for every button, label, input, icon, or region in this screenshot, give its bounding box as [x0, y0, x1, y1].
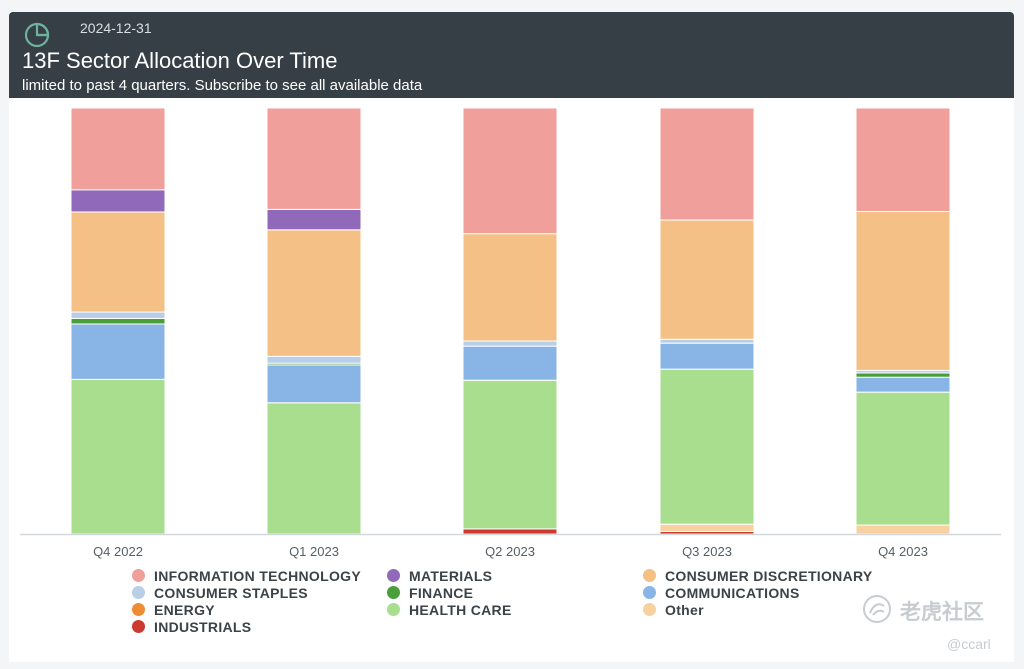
- bar-segment-consumer-discretionary-q4-2023[interactable]: [855, 211, 951, 371]
- bar-segment-information-technology-q1-2023[interactable]: [266, 107, 362, 210]
- watermark-user: @ccarl: [947, 636, 991, 652]
- bar-segment-health-care-q4-2022[interactable]: [70, 378, 166, 535]
- chart-legend: INFORMATION TECHNOLOGY MATERIALS CONSUMER …: [132, 567, 892, 651]
- x-tick-label: Q4 2022: [93, 544, 143, 559]
- tiger-logo-icon: [863, 595, 891, 623]
- bar-segment-health-care-q2-2023[interactable]: [462, 379, 558, 530]
- legend-swatch: [132, 603, 145, 616]
- legend-swatch: [132, 620, 145, 633]
- x-tick-label: Q3 2023: [682, 544, 732, 559]
- bar-segment-consumer-staples-q2-2023[interactable]: [462, 340, 558, 347]
- legend-swatch: [387, 603, 400, 616]
- legend-item-health-care[interactable]: HEALTH CARE: [387, 601, 512, 618]
- bar-segment-consumer-discretionary-q1-2023[interactable]: [266, 229, 362, 357]
- bar-segment-communications-q4-2022[interactable]: [70, 323, 166, 380]
- legend-item-communications[interactable]: COMMUNICATIONS: [643, 584, 800, 601]
- bar-segment-consumer-discretionary-q3-2023[interactable]: [659, 219, 755, 340]
- legend-item-information-technology[interactable]: INFORMATION TECHNOLOGY: [132, 567, 361, 584]
- legend-label: CONSUMER DISCRETIONARY: [665, 567, 873, 584]
- bar-segment-industrials-q2-2023[interactable]: [462, 528, 558, 535]
- bar-segment-materials-q4-2022[interactable]: [70, 189, 166, 213]
- legend-label: MATERIALS: [409, 567, 493, 584]
- pie-chart-icon: [24, 22, 50, 48]
- watermark: 老虎社区 @ccarl: [848, 592, 1008, 658]
- legend-swatch: [387, 586, 400, 599]
- x-tick-label: Q1 2023: [289, 544, 339, 559]
- x-tick-label: Q4 2023: [878, 544, 928, 559]
- bar-segment-information-technology-q4-2022[interactable]: [70, 107, 166, 191]
- legend-label: ENERGY: [154, 601, 215, 618]
- legend-swatch: [643, 586, 656, 599]
- legend-label: COMMUNICATIONS: [665, 584, 800, 601]
- bar-segment-information-technology-q4-2023[interactable]: [855, 107, 951, 213]
- legend-item-finance[interactable]: FINANCE: [387, 584, 473, 601]
- legend-swatch: [643, 569, 656, 582]
- bar-segment-health-care-q1-2023[interactable]: [266, 402, 362, 535]
- bar-segment-information-technology-q2-2023[interactable]: [462, 107, 558, 235]
- legend-item-consumer-staples[interactable]: CONSUMER STAPLES: [132, 584, 308, 601]
- x-tick-label: Q2 2023: [485, 544, 535, 559]
- legend-label: FINANCE: [409, 584, 474, 601]
- chart-header: 2024-12-31 13F Sector Allocation Over Ti…: [9, 12, 1014, 98]
- legend-swatch: [132, 569, 145, 582]
- bar-segment-consumer-staples-q4-2022[interactable]: [70, 311, 166, 319]
- bar-segment-finance-q4-2023[interactable]: [855, 372, 951, 378]
- bar-segment-information-technology-q3-2023[interactable]: [659, 107, 755, 221]
- bar-segment-consumer-staples-q1-2023[interactable]: [266, 355, 362, 364]
- bar-segment-consumer-discretionary-q2-2023[interactable]: [462, 233, 558, 342]
- watermark-brand: 老虎社区: [900, 601, 984, 624]
- legend-item-industrials[interactable]: INDUSTRIALS: [132, 618, 251, 635]
- legend-swatch: [132, 586, 145, 599]
- bar-segment-other-q4-2023[interactable]: [855, 524, 951, 535]
- legend-item-energy[interactable]: ENERGY: [132, 601, 215, 618]
- legend-item-other[interactable]: Other: [643, 601, 704, 618]
- bar-segment-health-care-q3-2023[interactable]: [659, 368, 755, 525]
- bar-segment-materials-q1-2023[interactable]: [266, 208, 362, 231]
- bar-segment-other-q3-2023[interactable]: [659, 523, 755, 532]
- legend-item-consumer-discretionary[interactable]: CONSUMER DISCRETIONARY: [643, 567, 873, 584]
- legend-label: INFORMATION TECHNOLOGY: [154, 567, 361, 584]
- report-date: 2024-12-31: [80, 20, 152, 36]
- legend-item-materials[interactable]: MATERIALS: [387, 567, 492, 584]
- bar-segment-communications-q3-2023[interactable]: [659, 342, 755, 370]
- bar-segment-communications-q2-2023[interactable]: [462, 345, 558, 381]
- legend-swatch: [387, 569, 400, 582]
- legend-label: CONSUMER STAPLES: [154, 584, 308, 601]
- legend-swatch: [643, 603, 656, 616]
- legend-label: INDUSTRIALS: [154, 618, 252, 635]
- bar-segment-consumer-discretionary-q4-2022[interactable]: [70, 211, 166, 313]
- legend-label: HEALTH CARE: [409, 601, 512, 618]
- chart-subtitle[interactable]: limited to past 4 quarters. Subscribe to…: [22, 77, 423, 94]
- bar-segment-finance-q4-2022[interactable]: [70, 317, 166, 325]
- chart-title: 13F Sector Allocation Over Time: [22, 48, 338, 73]
- bar-segment-consumer-staples-q3-2023[interactable]: [659, 338, 755, 344]
- bar-segment-communications-q1-2023[interactable]: [266, 364, 362, 404]
- bar-segment-health-care-q4-2023[interactable]: [855, 391, 951, 526]
- legend-label: Other: [665, 601, 704, 618]
- bar-segment-communications-q4-2023[interactable]: [855, 376, 951, 393]
